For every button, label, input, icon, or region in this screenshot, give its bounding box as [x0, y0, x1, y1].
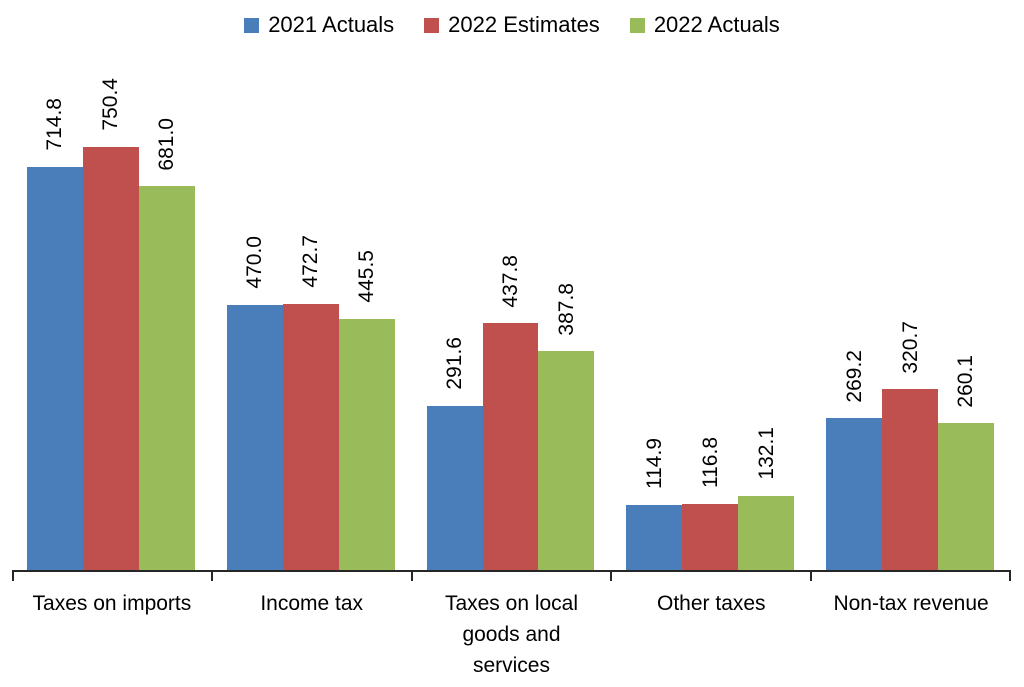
category-label: Other taxes [657, 592, 766, 615]
value-label: 470.0 [243, 236, 267, 289]
category-label: Income tax [260, 592, 364, 615]
bar [482, 323, 539, 570]
bar [938, 423, 994, 570]
bar [826, 418, 883, 570]
value-label: 260.1 [954, 354, 978, 408]
axis-tick [610, 572, 613, 581]
bar [282, 303, 339, 570]
value-label: 132.1 [754, 426, 778, 480]
value-label: 114.9 [642, 438, 666, 490]
axis-tick [410, 572, 413, 581]
bar-cell: 750.4 [82, 63, 139, 570]
bar [626, 505, 683, 570]
value-label: 291.6 [443, 337, 467, 390]
bar [738, 495, 795, 570]
bar [82, 147, 139, 570]
bar-group: 269.2 320.7 260.1 [811, 63, 1011, 570]
bar-cell: 472.7 [282, 63, 339, 570]
bar-group: 714.8 750.4 681.0 [12, 63, 212, 570]
axis-tick [810, 572, 813, 581]
bar-group: 291.6 437.8 387.8 [412, 63, 612, 570]
bar [538, 351, 595, 570]
value-label: 472.7 [299, 234, 323, 288]
x-axis-line [12, 570, 1011, 581]
legend-label: 2022 Actuals [653, 12, 780, 37]
value-label: 320.7 [898, 320, 922, 374]
bar-cell: 320.7 [882, 63, 939, 570]
bar-cell: 114.9 [626, 63, 683, 570]
bar [426, 405, 483, 570]
bar-cell: 437.8 [482, 63, 539, 570]
bar-cell: 445.5 [338, 63, 395, 570]
value-label: 387.8 [554, 282, 578, 336]
x-axis-category-labels: Taxes on imports Income tax Taxes on local… [12, 589, 1011, 682]
value-label: 116.8 [698, 437, 722, 489]
bar [338, 318, 395, 570]
value-label: 750.4 [99, 78, 123, 131]
legend-label: 2021 Actuals [268, 12, 395, 37]
bar-cell: 714.8 [27, 63, 83, 570]
value-label: 714.8 [43, 98, 67, 151]
bar-cell: 291.6 [426, 63, 483, 570]
bar-group: 114.9 116.8 132.1 [611, 63, 811, 570]
bar-cell: 116.8 [682, 63, 739, 570]
axis-tick [12, 572, 14, 581]
legend-swatch-icon [244, 17, 260, 33]
category-label: Taxes on imports [32, 592, 192, 615]
value-label: 269.2 [842, 349, 866, 403]
bar-cell: 387.8 [538, 63, 595, 570]
legend: 2021 Actuals 2022 Estimates 2022 Actuals [0, 14, 1024, 36]
bar-cell: 132.1 [738, 63, 795, 570]
category-label: Taxes on local goods and services [444, 592, 579, 677]
bar [226, 305, 283, 570]
value-label: 681.0 [155, 117, 179, 171]
bar [882, 389, 939, 570]
bar-cell: 269.2 [826, 63, 883, 570]
plot-area: 714.8 750.4 681.0 470.0 472.7 445.5 291.6 437.8… [12, 63, 1011, 570]
category-label: Non-tax revenue [833, 592, 989, 615]
legend-swatch-icon [424, 17, 440, 33]
value-label: 437.8 [498, 254, 522, 308]
legend-label: 2022 Estimates [448, 12, 600, 37]
bar-cell: 260.1 [938, 63, 994, 570]
value-label: 445.5 [355, 250, 379, 303]
legend-item: 2022 Estimates [424, 14, 600, 36]
bar-cell: 681.0 [138, 63, 195, 570]
bar [682, 504, 739, 570]
bar-group: 470.0 472.7 445.5 [212, 63, 412, 570]
axis-tick [1009, 572, 1011, 581]
bar-cell: 470.0 [226, 63, 283, 570]
legend-item: 2022 Actuals [629, 12, 780, 37]
legend-swatch-icon [629, 17, 645, 33]
bar [27, 167, 83, 570]
legend-item: 2021 Actuals [244, 14, 394, 36]
bar [138, 186, 195, 570]
axis-tick [210, 572, 213, 581]
